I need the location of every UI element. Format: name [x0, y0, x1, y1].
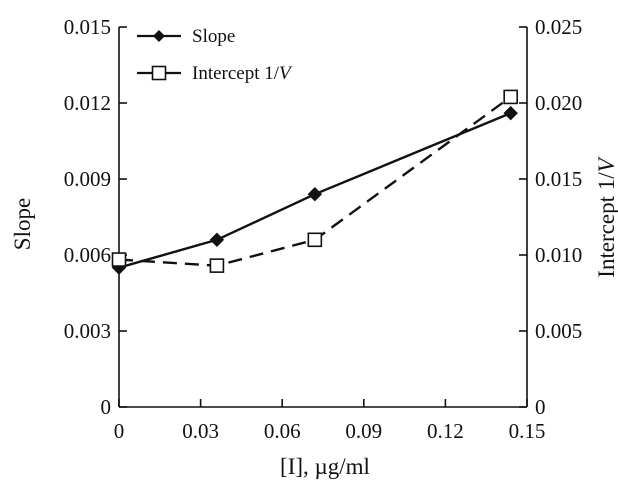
y-right-tick-label: 0 [535, 395, 546, 419]
series-intercept-line [118, 95, 512, 267]
y-axis-right-title-text: Intercept 1/ [594, 172, 618, 278]
series [111, 89, 518, 275]
y-right-tick-label: 0.010 [535, 243, 582, 267]
x-tick-label: 0 [114, 419, 125, 443]
y-right-tick-label: 0.015 [535, 167, 582, 191]
series-slope-line [118, 112, 512, 269]
y-left-tick-label: 0.012 [64, 91, 111, 115]
legend: Slope Intercept 1/V [137, 26, 293, 84]
y-left-tick-label: 0.006 [64, 243, 111, 267]
y-left-tick-label: 0.015 [64, 15, 111, 39]
x-tick-label: 0.03 [182, 419, 219, 443]
y-left-tick-label: 0 [101, 395, 112, 419]
legend-marker-diamond [153, 30, 165, 42]
legend-label-1: Intercept 1/V [192, 63, 293, 84]
x-tick-label: 0.09 [345, 419, 382, 443]
legend-label-text: Intercept 1/ [192, 63, 280, 84]
ticks: 0 0.003 0.006 0.009 0.012 0.015 0 0.005 0.010 0.0… [64, 15, 583, 443]
legend-label-italic: V [279, 63, 293, 84]
series-slope-point [209, 232, 225, 248]
y-left-tick-label: 0.003 [64, 319, 111, 343]
y-left-tick-label: 0.009 [64, 167, 111, 191]
axes [118, 27, 528, 408]
y-right-tick-label: 0.020 [535, 91, 582, 115]
x-tick-label: 0.15 [509, 419, 546, 443]
y-right-tick-label: 0.005 [535, 319, 582, 343]
y-axis-left-title: Slope [10, 198, 35, 250]
y-axis-right-title-italic: V [594, 155, 618, 172]
series-intercept-point [111, 252, 127, 267]
series-slope-point [307, 186, 323, 202]
legend-label-0: Slope [192, 26, 235, 47]
y-axis-right-title: Intercept 1/V [594, 155, 618, 277]
x-tick-label: 0.06 [264, 419, 301, 443]
x-axis-title: [I], µg/ml [280, 454, 370, 479]
y-right-tick-label: 0.025 [535, 15, 582, 39]
x-tick-label: 0.12 [427, 419, 464, 443]
series-intercept-point [209, 258, 225, 273]
legend-label-text: Slope [192, 26, 235, 47]
series-slope-point [503, 105, 518, 121]
series-intercept-point [307, 232, 323, 248]
legend-marker-square [151, 65, 167, 81]
series-intercept-point [503, 89, 518, 105]
